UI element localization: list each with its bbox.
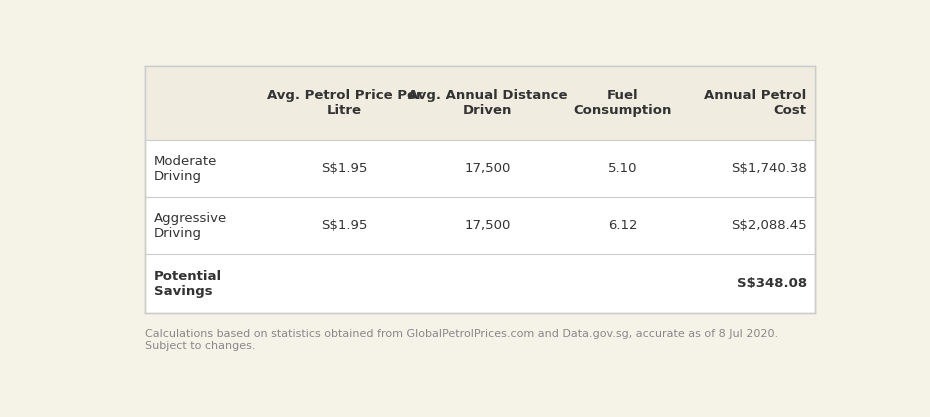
FancyBboxPatch shape: [145, 66, 816, 313]
Text: 6.12: 6.12: [608, 219, 638, 232]
Text: S$348.08: S$348.08: [737, 277, 806, 290]
FancyBboxPatch shape: [145, 66, 816, 140]
Text: Calculations based on statistics obtained from GlobalPetrolPrices.com and Data.g: Calculations based on statistics obtaine…: [145, 329, 778, 351]
Text: S$1.95: S$1.95: [322, 162, 368, 175]
Text: S$2,088.45: S$2,088.45: [731, 219, 806, 232]
Text: Aggressive
Driving: Aggressive Driving: [153, 211, 227, 239]
Text: Avg. Annual Distance
Driven: Avg. Annual Distance Driven: [407, 89, 567, 117]
Text: Fuel
Consumption: Fuel Consumption: [574, 89, 672, 117]
Text: Avg. Petrol Price Per
Litre: Avg. Petrol Price Per Litre: [267, 89, 422, 117]
Text: 5.10: 5.10: [608, 162, 638, 175]
Text: S$1,740.38: S$1,740.38: [731, 162, 806, 175]
Text: 17,500: 17,500: [464, 219, 511, 232]
Text: Moderate
Driving: Moderate Driving: [153, 155, 217, 183]
Text: Potential
Savings: Potential Savings: [153, 270, 222, 298]
Text: 17,500: 17,500: [464, 162, 511, 175]
Text: Annual Petrol
Cost: Annual Petrol Cost: [705, 89, 806, 117]
Text: S$1.95: S$1.95: [322, 219, 368, 232]
